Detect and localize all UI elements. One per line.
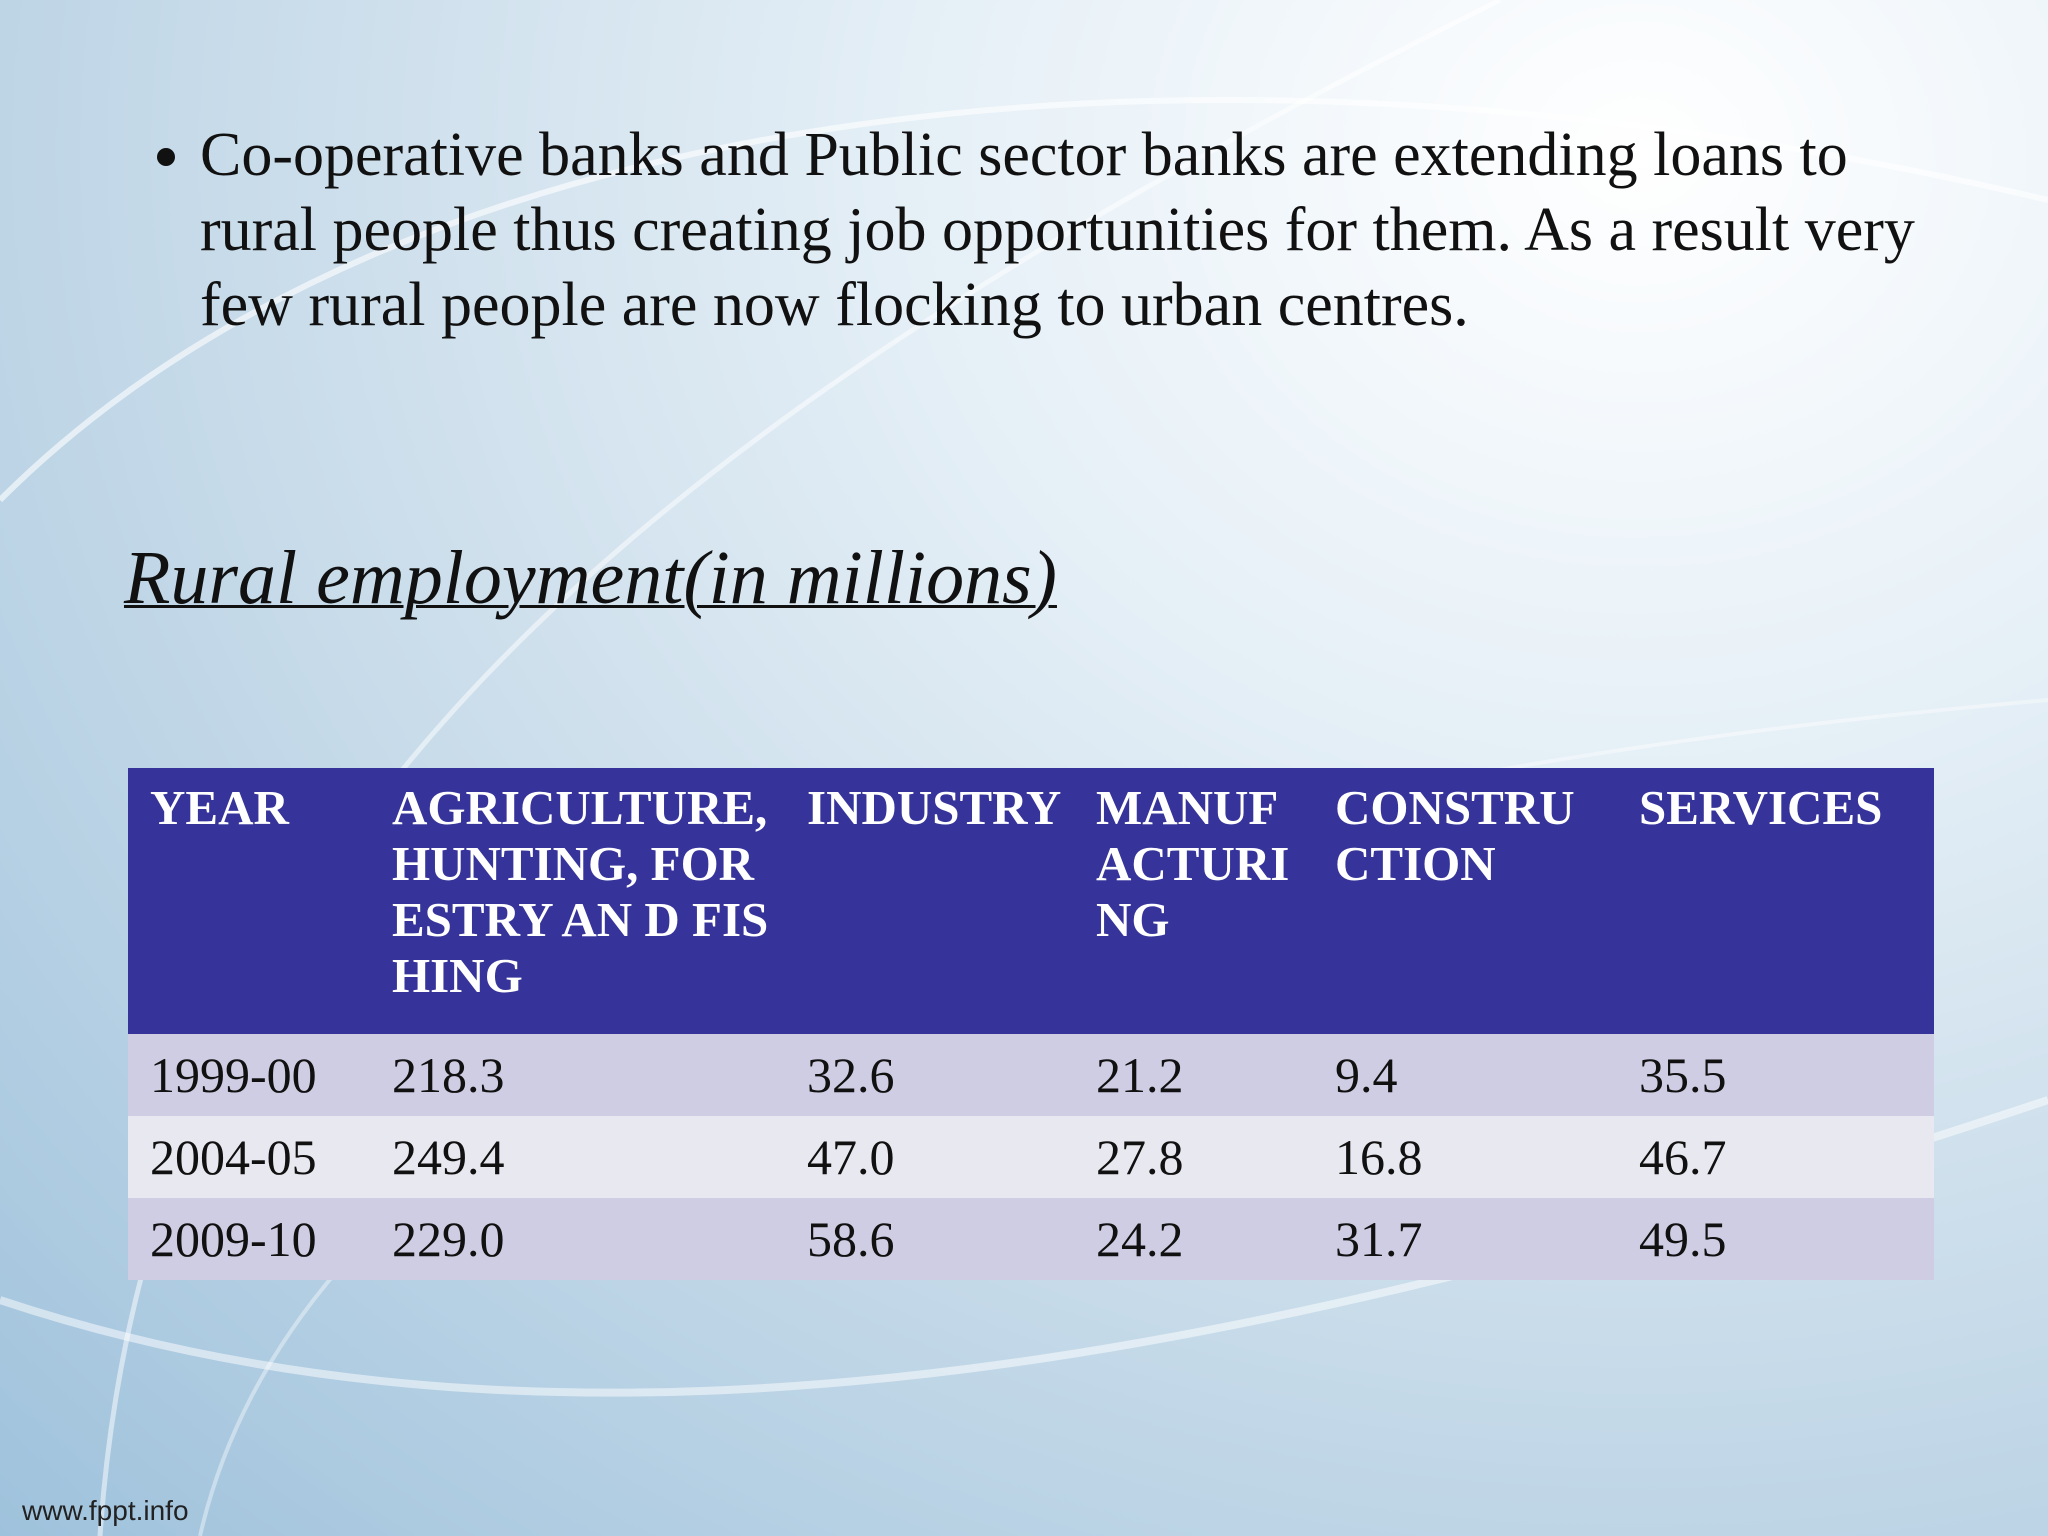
table-cell: 249.4: [370, 1116, 785, 1198]
table-cell: 58.6: [785, 1198, 1074, 1280]
table-cell: 16.8: [1313, 1116, 1617, 1198]
header-cell: YEAR: [128, 768, 370, 1034]
table-cell: 229.0: [370, 1198, 785, 1280]
header-cell: MANUFACTURING: [1074, 768, 1313, 1034]
table-cell: 1999-00: [128, 1034, 370, 1116]
header-cell: SERVICES: [1617, 768, 1934, 1034]
bullet: Co-operative banks and Public sector ban…: [200, 118, 1980, 343]
table-cell: 9.4: [1313, 1034, 1617, 1116]
table-cell: 27.8: [1074, 1116, 1313, 1198]
table-cell: 2009-10: [128, 1198, 370, 1280]
header-row: YEAR AGRICULTURE, HUNTING, FORESTRY AN D …: [128, 768, 1934, 1034]
header-cell: CONSTRUCTION: [1313, 768, 1617, 1034]
table-cell: 24.2: [1074, 1198, 1313, 1280]
table-row: 2009-10 229.0 58.6 24.2 31.7 49.5: [128, 1198, 1934, 1280]
bullet-list: Co-operative banks and Public sector ban…: [127, 118, 1980, 343]
table-row: 1999-00 218.3 32.6 21.2 9.4 35.5: [128, 1034, 1934, 1116]
table-row: 2004-05 249.4 47.0 27.8 16.8 46.7: [128, 1116, 1934, 1198]
header-cell: INDUSTRY: [785, 768, 1074, 1034]
header-cell: AGRICULTURE, HUNTING, FORESTRY AN D FISH…: [370, 768, 785, 1034]
table-cell: 21.2: [1074, 1034, 1313, 1116]
table-cell: 32.6: [785, 1034, 1074, 1116]
table-cell: 218.3: [370, 1034, 785, 1116]
footer: www.fppt.info: [22, 1495, 189, 1526]
table-cell: 35.5: [1617, 1034, 1934, 1116]
table-cell: 47.0: [785, 1116, 1074, 1198]
heading: Rural employment(in millions): [124, 536, 1057, 620]
data-table: YEAR AGRICULTURE, HUNTING, FORESTRY AN D …: [128, 768, 1934, 1280]
table-cell: 46.7: [1617, 1116, 1934, 1198]
table-cell: 2004-05: [128, 1116, 370, 1198]
table-cell: 49.5: [1617, 1198, 1934, 1280]
table-cell: 31.7: [1313, 1198, 1617, 1280]
